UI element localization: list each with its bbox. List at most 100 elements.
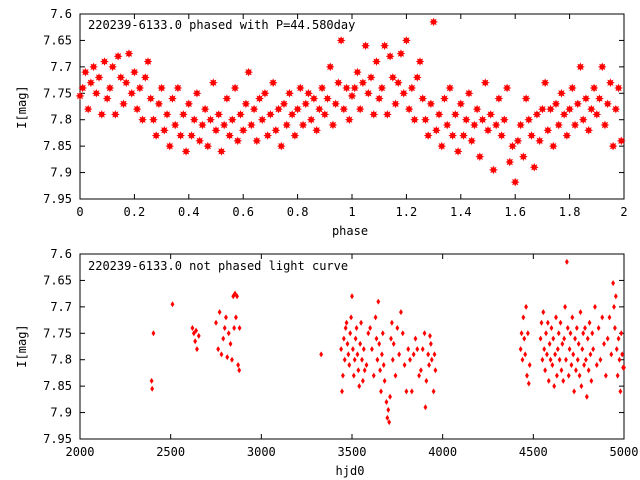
raw-data-point <box>591 346 596 353</box>
phased-data-point <box>440 94 449 103</box>
raw-y-tick-label: 7.8 <box>50 353 72 367</box>
raw-data-point <box>615 372 620 379</box>
phased-y-tick-label: 7.85 <box>43 139 72 153</box>
phased-data-point <box>255 94 264 103</box>
raw-data-point <box>593 303 597 310</box>
raw-data-point <box>525 330 530 337</box>
raw-data-point <box>546 377 551 384</box>
phased-y-tick-label: 7.75 <box>43 86 72 100</box>
raw-data-point <box>228 340 233 347</box>
phased-x-axis-label: phase <box>332 224 368 238</box>
phased-data-point <box>584 125 594 135</box>
phased-y-ticks: 7.6 7.65 7.7 7.75 7.8 7.85 7.9 7.95 <box>43 7 624 206</box>
raw-data-point <box>350 293 354 300</box>
raw-data-point <box>234 314 238 321</box>
raw-data-point <box>570 314 575 321</box>
phased-x-tick-label: 0.2 <box>124 205 146 219</box>
raw-data-point <box>191 330 196 337</box>
raw-data-point <box>415 346 420 353</box>
phased-x-tick-label: 1.8 <box>559 205 581 219</box>
raw-data-point <box>397 351 402 358</box>
raw-data-point <box>219 351 224 358</box>
phased-data-point <box>524 115 534 125</box>
raw-data-point <box>564 356 568 363</box>
phased-data-point <box>246 120 256 130</box>
raw-data-point <box>587 319 592 326</box>
phased-data-point <box>426 99 436 109</box>
raw-data-point <box>583 325 587 331</box>
phased-data-point <box>162 110 172 119</box>
phased-data-point <box>135 83 145 93</box>
phased-data-point <box>334 78 343 88</box>
phased-data-point <box>603 99 613 109</box>
raw-data-point <box>557 356 562 363</box>
raw-data-point <box>547 340 552 347</box>
phased-data-point <box>187 131 196 140</box>
raw-x-tick-label: 5000 <box>610 445 639 459</box>
phased-data-point <box>467 136 477 146</box>
phased-data-point <box>295 83 305 93</box>
raw-data-point <box>522 335 527 342</box>
raw-y-tick-label: 7.75 <box>43 326 72 340</box>
raw-data-point <box>418 367 423 374</box>
phased-data-point <box>236 110 245 119</box>
phased-data-point <box>195 136 205 146</box>
raw-data-point <box>351 372 356 379</box>
raw-data-point <box>380 351 384 358</box>
raw-data-point <box>216 346 221 353</box>
phased-data-point <box>402 36 411 45</box>
raw-y-tick-label: 7.65 <box>43 273 72 287</box>
phased-data-point <box>494 94 504 103</box>
raw-data-point <box>523 351 528 358</box>
phased-data-point <box>100 57 109 66</box>
phased-data-point <box>586 104 596 114</box>
raw-data-point <box>538 335 543 342</box>
phased-data-point <box>388 73 398 82</box>
raw-data-point <box>556 330 561 337</box>
raw-data-point <box>352 356 357 363</box>
raw-data-point <box>354 325 359 331</box>
raw-data-point <box>225 354 230 361</box>
raw-data-point <box>341 372 345 379</box>
phased-data-point <box>415 57 425 66</box>
raw-data-point <box>348 330 353 337</box>
raw-y-tick-label: 7.85 <box>43 379 72 393</box>
phased-data-point <box>227 115 237 125</box>
phased-data-point <box>233 136 243 146</box>
raw-x-tick-label: 2000 <box>66 445 95 459</box>
raw-data-point <box>526 380 531 387</box>
raw-data-point <box>558 319 563 326</box>
raw-data-point <box>622 364 626 371</box>
phased-data-point <box>344 115 354 125</box>
phased-data-point <box>138 115 147 125</box>
phased-data-point <box>86 78 96 88</box>
phased-data-point <box>124 49 134 59</box>
raw-data-point <box>427 362 431 368</box>
phased-data-point <box>244 67 254 77</box>
phased-data-point <box>377 83 387 93</box>
raw-data-point <box>387 419 392 426</box>
raw-data-point <box>551 335 556 342</box>
raw-data-point <box>568 330 573 337</box>
raw-plot-frame <box>79 253 625 440</box>
phased-data-point <box>404 104 414 114</box>
raw-data-point <box>613 293 618 300</box>
phased-data-point <box>94 73 104 82</box>
phased-y-tick-label: 7.65 <box>43 33 72 47</box>
raw-data-point <box>544 330 548 337</box>
raw-data-point <box>345 340 350 347</box>
raw-data-point <box>346 351 351 358</box>
raw-data-point <box>424 377 429 384</box>
phased-data-point <box>589 83 599 93</box>
raw-data-point <box>389 335 393 342</box>
phased-data-point <box>173 83 183 93</box>
phased-data-point <box>396 49 406 59</box>
raw-x-tick-label: 2500 <box>156 445 185 459</box>
phased-data-point <box>434 110 444 119</box>
phased-data-point <box>146 94 156 103</box>
phased-data-point <box>538 104 547 114</box>
phased-data-point <box>157 83 166 93</box>
raw-points <box>149 258 626 426</box>
phased-x-ticks: 0 0.2 0.4 0.6 0.8 1 1.2 1.4 1.6 1.8 2 <box>76 14 628 219</box>
raw-data-point <box>222 325 227 331</box>
